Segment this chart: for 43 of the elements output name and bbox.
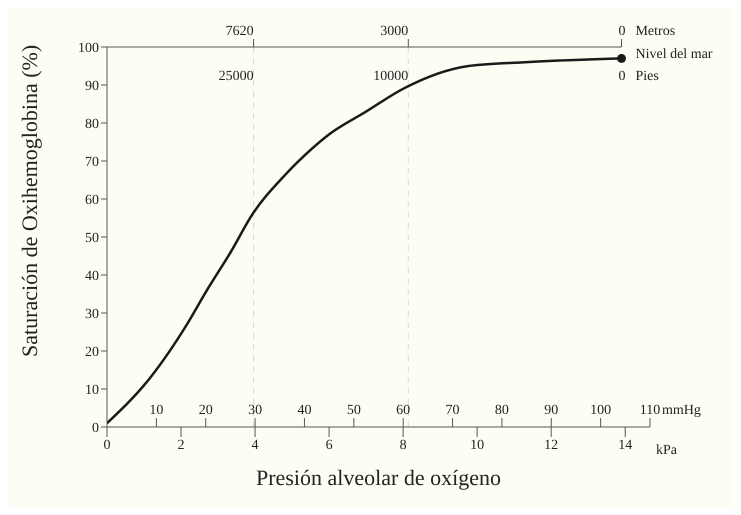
x2-tick-label: 80 xyxy=(494,403,509,418)
y-tick-label: 60 xyxy=(85,192,99,208)
x-axis-title: Presión alveolar de oxígeno xyxy=(256,465,501,490)
annotation: Pies xyxy=(636,69,659,84)
x2-tick-label: 110 xyxy=(640,403,660,418)
x-tick-label: 0 xyxy=(104,438,110,453)
text: 0 xyxy=(618,24,626,39)
y-tick-label: 10 xyxy=(85,382,99,398)
x2-tick-label: 10 xyxy=(149,403,164,418)
x2-tick-label: 30 xyxy=(248,403,262,418)
x-tick-label: 12 xyxy=(544,438,558,453)
y-tick-label: 40 xyxy=(85,268,99,284)
x2-tick-label: 60 xyxy=(396,403,410,418)
y-tick-label: 20 xyxy=(85,344,99,360)
y-axis-title: Saturación de Oxihemoglobina (%) xyxy=(16,44,42,357)
text: 3000 xyxy=(380,24,408,39)
annotation: Nivel del mar xyxy=(636,47,713,62)
y-tick-label: 0 xyxy=(92,420,99,436)
text: kPa xyxy=(656,443,678,458)
x2-tick-label: 50 xyxy=(346,403,361,418)
annotation: 10000 xyxy=(373,69,408,84)
text: 7620 xyxy=(226,24,254,39)
text: Metros xyxy=(636,24,676,39)
x-tick-label: 10 xyxy=(470,438,484,453)
annotation: 25000 xyxy=(218,69,254,84)
x-tick-label: 4 xyxy=(252,438,259,453)
y-tick-label: 80 xyxy=(85,116,99,132)
x2-tick-label: 90 xyxy=(544,403,558,418)
x-tick-label: 6 xyxy=(326,438,333,453)
x2-axis-title: mmHg xyxy=(662,403,701,418)
annotation: 0 xyxy=(618,69,626,84)
y-tick-label: 100 xyxy=(78,40,99,56)
x-tick-label: 14 xyxy=(618,438,632,453)
y-tick-label: 70 xyxy=(85,154,99,170)
x2-tick-label: 20 xyxy=(198,403,213,418)
x2-tick-label: 100 xyxy=(590,403,612,418)
x2-tick-label: 40 xyxy=(297,403,312,418)
x-tick-label: 8 xyxy=(400,438,407,453)
y-tick-label: 50 xyxy=(85,230,99,246)
x-tick-label: 2 xyxy=(178,438,185,453)
y-tick-label: 30 xyxy=(85,306,99,322)
x2-tick-label: 70 xyxy=(446,403,460,418)
y-tick-label: 90 xyxy=(85,78,99,94)
